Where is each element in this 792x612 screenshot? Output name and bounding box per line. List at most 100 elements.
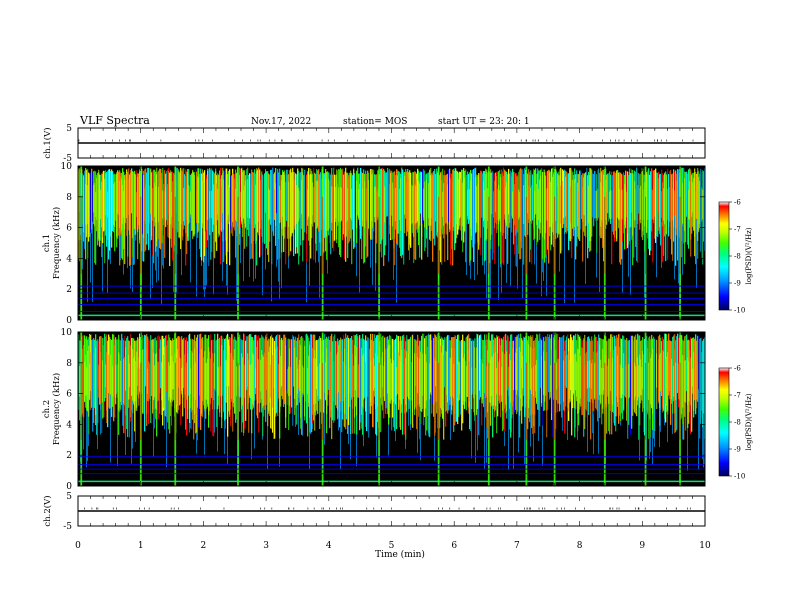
time-axis-tick-label: 3 <box>263 541 269 551</box>
spectrogram-cell <box>373 358 375 405</box>
spectrogram-cell <box>531 185 533 224</box>
spectrogram-cell <box>397 175 399 234</box>
spectrogram-cell <box>85 184 87 225</box>
spectrogram-cell <box>389 184 391 225</box>
spectrogram-cell <box>262 174 264 243</box>
spectrogram-cell <box>703 338 705 414</box>
spectrogram-cell <box>347 188 349 221</box>
spectrogram-cell <box>507 173 509 236</box>
spectrogram-cell <box>252 180 254 229</box>
spectrogram-cell <box>676 336 678 431</box>
spectrogram-cell <box>654 170 656 239</box>
spectrogram-cell <box>508 366 510 396</box>
spectrogram-cell <box>251 433 252 460</box>
spectrogram-cell <box>632 173 634 236</box>
spectrogram-cell <box>498 184 500 225</box>
spectrogram-cell <box>368 337 370 438</box>
spectrogram-cell <box>166 171 168 220</box>
spectrogram-cell <box>592 359 594 404</box>
spectrogram-cell <box>393 188 395 221</box>
spectrogram-cell <box>697 168 699 241</box>
spectrogram-cell <box>583 338 585 437</box>
spectrogram-cell <box>452 181 454 228</box>
spectrogram-cell <box>436 360 438 403</box>
spectrogram-cell <box>359 183 361 226</box>
spectrogram-cell <box>153 169 155 264</box>
waveform-ch2-ylabel: ch.2(V) <box>42 495 53 526</box>
spectrogram-cell <box>184 174 186 226</box>
spectrogram-cell <box>561 168 563 251</box>
spectrogram-cell <box>702 340 704 428</box>
spectrogram-cell <box>382 169 384 240</box>
spectrogram-cell <box>422 353 424 409</box>
spectrogram-cell <box>260 180 262 229</box>
spectrogram-cell <box>136 351 138 411</box>
spectrogram-cell <box>642 350 644 412</box>
spectrogram-cell <box>571 170 573 239</box>
spectrogram-cell <box>538 340 540 411</box>
spectrogram-cell <box>321 179 323 230</box>
spectrogram-cell <box>161 362 163 401</box>
spectrogram-cell <box>454 348 456 415</box>
spectrogram-cell <box>400 178 402 231</box>
spectrogram-cell <box>496 175 498 234</box>
spectrogram-cell <box>358 189 360 220</box>
spectrogram-cell <box>565 355 567 407</box>
spectrogram-cell <box>353 334 355 392</box>
spectrogram-cell <box>665 358 667 405</box>
spectrogram-cell <box>703 413 704 468</box>
spectrogram-cell <box>265 168 267 213</box>
spectrogram-cell <box>197 334 199 408</box>
spectrogram-cell <box>678 238 679 284</box>
spectrogram-cell <box>168 362 170 401</box>
spectrogram-cell <box>470 338 472 431</box>
spectrogram-cell <box>225 418 226 429</box>
spectrogram-cell <box>592 173 594 218</box>
spectrogram-cell <box>123 249 124 275</box>
spectrogram-cell <box>355 174 357 242</box>
spectrogram-cell <box>647 170 649 239</box>
spectrogram-cell <box>413 333 415 424</box>
spectrogram-cell <box>418 345 420 417</box>
spectrogram-cell <box>110 394 111 463</box>
spectrogram-cell <box>594 170 596 219</box>
spectrogram-cell <box>453 178 455 231</box>
spectrogram-cell <box>400 361 402 401</box>
spectrogram-cell <box>520 351 522 411</box>
spectrogram-cell <box>276 172 278 214</box>
time-axis-tick-label: 1 <box>138 541 144 551</box>
spectrogram-cell <box>142 349 144 413</box>
spectrogram-cell <box>471 367 473 396</box>
spectrogram-cell <box>343 361 345 402</box>
spectrogram-cell <box>286 339 288 391</box>
spectrogram-cell <box>327 356 329 406</box>
spectrogram-cell <box>319 174 321 243</box>
spectrogram-cell <box>158 239 159 281</box>
spectrogram-cell <box>646 335 648 411</box>
spectrogram-cell <box>612 357 614 405</box>
spectrogram-cell <box>361 173 363 236</box>
spectrogram-cell <box>650 437 651 453</box>
spectrogram-cell <box>603 339 605 391</box>
spectrogram-cell <box>660 391 661 432</box>
spectrogram-cell <box>297 168 299 241</box>
spectrogram-cell <box>583 177 585 232</box>
spectrogram-cell <box>133 172 135 265</box>
spectrogram-cell <box>368 180 370 229</box>
spectrogram-cell <box>304 346 306 417</box>
spectrogram-cell <box>556 333 558 390</box>
spectrogram-cell <box>206 178 208 231</box>
spectrogram-cell <box>469 262 470 266</box>
spectrogram-cell <box>427 172 429 257</box>
spectrogram-cell <box>461 169 463 241</box>
spectrogram-cell <box>575 182 577 227</box>
spectrogram-cell <box>107 191 109 218</box>
spectrogram-cell <box>320 172 322 256</box>
spectrogram-cell <box>444 175 446 234</box>
spectrogram-cell <box>477 355 479 407</box>
spectrogram-cell <box>469 189 471 220</box>
spectrogram-cell <box>512 191 514 218</box>
spectrogram-cell <box>194 348 196 415</box>
spectrogram-cell <box>473 350 475 413</box>
spectrogram-cell <box>411 361 413 401</box>
